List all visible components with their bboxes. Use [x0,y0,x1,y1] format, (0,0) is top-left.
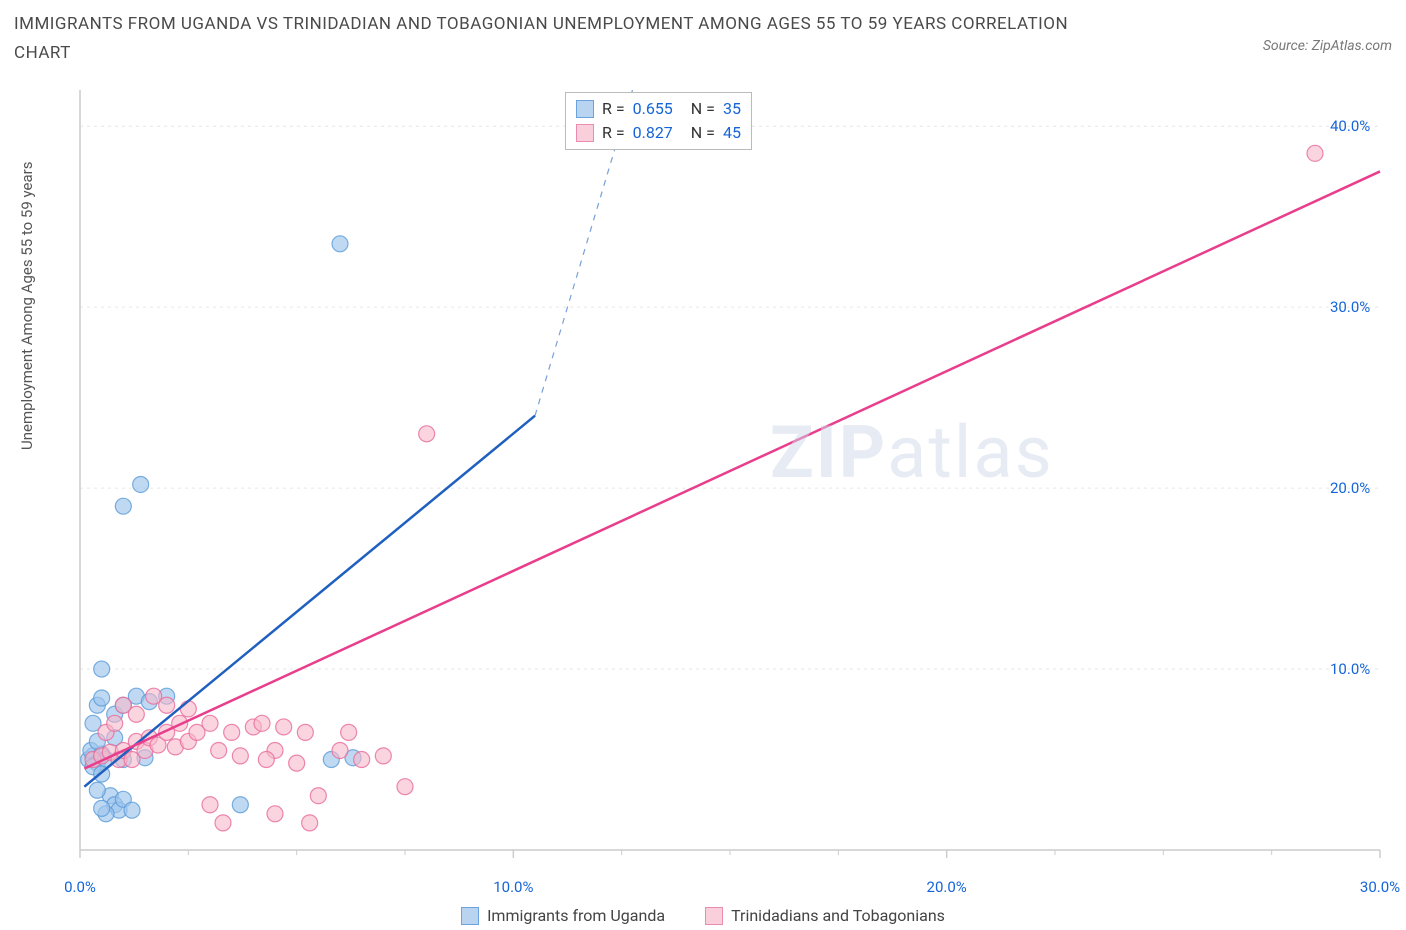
series-name: Trinidadians and Tobagonians [731,906,945,925]
y-tick-label: 40.0% [1330,117,1370,135]
x-tick-label: 20.0% [927,878,967,896]
correlation-legend-row: R = 0.827 N = 45 [576,121,741,145]
series-name: Immigrants from Uganda [487,906,665,925]
y-tick-label: 10.0% [1330,660,1370,678]
legend-marker-icon [576,124,594,142]
legend-marker-icon [705,907,723,925]
r-value: 0.827 [633,121,673,145]
series-legend-item: Trinidadians and Tobagonians [705,906,945,925]
scatter-chart [60,90,1390,870]
y-tick-label: 20.0% [1330,479,1370,497]
n-value: 45 [723,121,741,145]
legend-marker-icon [461,907,479,925]
n-label: N = [691,97,715,121]
n-label: N = [691,121,715,145]
r-label: R = [602,97,625,121]
y-axis-label: Unemployment Among Ages 55 to 59 years [18,162,36,450]
x-tick-label: 30.0% [1360,878,1400,896]
x-tick-label: 10.0% [493,878,533,896]
series-legend: Immigrants from Uganda Trinidadians and T… [0,906,1406,925]
series-legend-item: Immigrants from Uganda [461,906,665,925]
x-tick-label: 0.0% [64,878,96,896]
n-value: 35 [723,97,741,121]
y-tick-label: 30.0% [1330,298,1370,316]
chart-area: 10.0%20.0%30.0%40.0%0.0%10.0%20.0%30.0% [60,90,1390,870]
r-value: 0.655 [633,97,673,121]
correlation-legend: R = 0.655 N = 35 R = 0.827 N = 45 [565,92,752,150]
chart-title: IMMIGRANTS FROM UGANDA VS TRINIDADIAN AN… [14,10,1114,68]
r-label: R = [602,121,625,145]
legend-marker-icon [576,100,594,118]
source-label: Source: ZipAtlas.com [1263,38,1392,54]
correlation-legend-row: R = 0.655 N = 35 [576,97,741,121]
